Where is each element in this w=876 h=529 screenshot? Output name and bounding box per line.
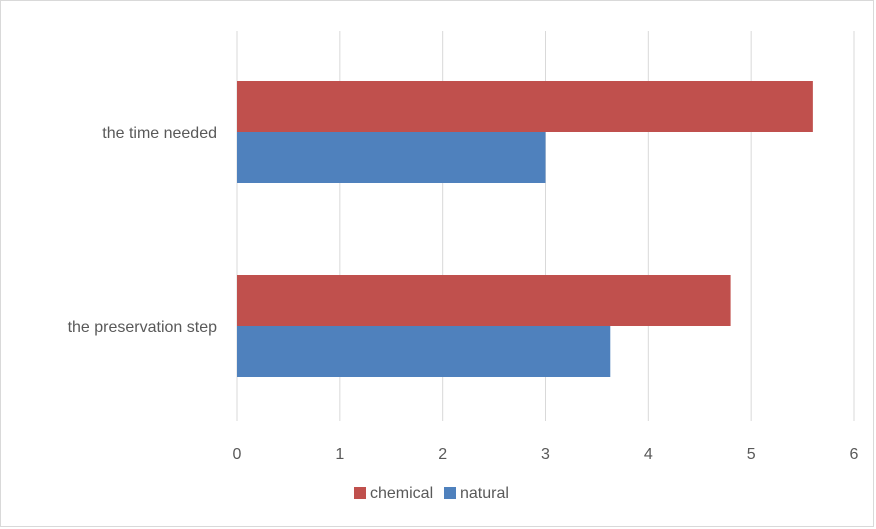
x-tick-label-0: 0 (233, 446, 242, 463)
category-label-1: the preservation step (68, 319, 218, 336)
legend-swatch-chemical (354, 487, 366, 499)
bar-chemical-0 (237, 81, 813, 132)
x-tick-label-3: 3 (541, 446, 550, 463)
x-tick-label-2: 2 (438, 446, 447, 463)
legend-label-chemical: chemical (370, 485, 433, 502)
bar-natural-0 (237, 132, 546, 183)
x-tick-label-1: 1 (335, 446, 344, 463)
x-tick-label-5: 5 (747, 446, 756, 463)
bars (237, 81, 813, 377)
legend-label-natural: natural (460, 485, 509, 502)
bar-natural-1 (237, 326, 611, 377)
category-labels: the time needed the preservation step (68, 125, 218, 336)
axis-labels: 0 1 2 3 4 5 6 (233, 446, 859, 463)
bar-chemical-1 (237, 275, 731, 326)
legend-swatch-natural (444, 487, 456, 499)
legend: chemical natural (354, 485, 509, 502)
x-tick-label-6: 6 (850, 446, 859, 463)
category-label-0: the time needed (102, 125, 217, 142)
x-tick-label-4: 4 (644, 446, 653, 463)
